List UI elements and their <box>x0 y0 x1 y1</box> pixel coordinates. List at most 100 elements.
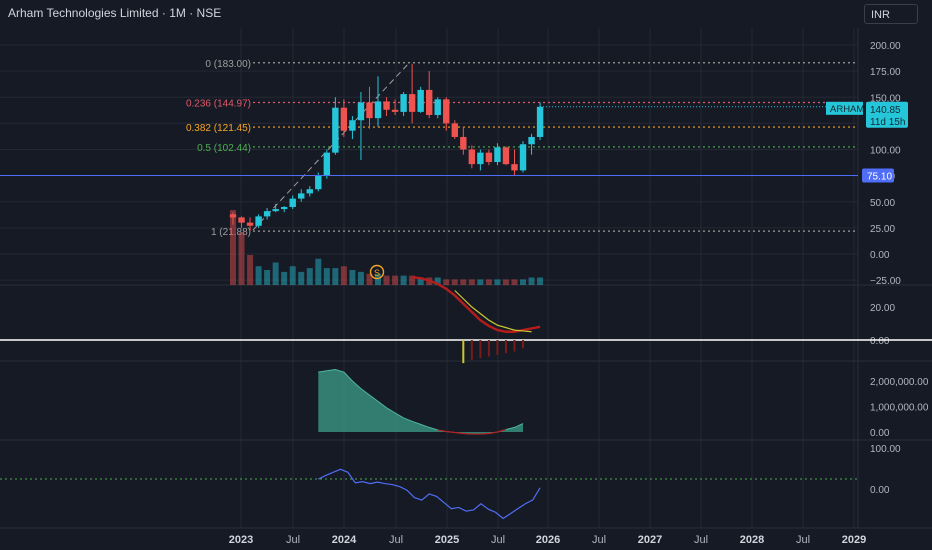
candle-body <box>280 206 288 210</box>
oscillator-histogram-bar <box>513 340 516 352</box>
candle-body <box>255 216 262 226</box>
volume-bar <box>238 232 245 285</box>
y-tick-label: 2,000,000.00 <box>870 377 929 388</box>
y-tick-label: 0.00 <box>870 250 890 261</box>
candle-body <box>315 175 322 190</box>
currency-selector[interactable]: INR <box>864 4 918 24</box>
candle-body <box>485 152 493 163</box>
volume-bar <box>502 279 509 285</box>
oscillator-histogram-bar <box>496 340 499 355</box>
candle-body <box>229 214 237 218</box>
x-tick-label: 2028 <box>740 534 764 546</box>
x-tick-label: Jul <box>592 534 606 546</box>
y-tick-label: 100.00 <box>870 444 901 455</box>
volume-bar <box>443 279 450 285</box>
fib-level-label: 0 (183.00) <box>205 59 251 70</box>
volume-bar <box>255 266 262 285</box>
candle-body <box>332 107 339 153</box>
oscillator-histogram-bar <box>479 340 482 359</box>
candle-body <box>528 136 535 145</box>
volume-bar <box>434 277 441 285</box>
x-tick-label: 2024 <box>332 534 357 546</box>
candle-body <box>536 106 544 137</box>
candle-body <box>298 193 305 199</box>
fib-level-label: 0.236 (144.97) <box>186 99 251 110</box>
volume-bar <box>315 258 322 285</box>
y-tick-label: 150.00 <box>870 93 901 104</box>
level-price-tag <box>862 168 894 183</box>
last-price-tag <box>866 101 908 128</box>
y-tick-label: −25.00 <box>870 276 901 287</box>
candle-body <box>374 101 382 119</box>
volume-bar <box>357 271 364 285</box>
volume-bar <box>323 268 330 285</box>
candle-body <box>357 102 365 121</box>
volume-bar <box>460 279 467 285</box>
volume-bar <box>400 275 407 285</box>
last-price-label: 140.85 <box>870 105 901 116</box>
volume-bar <box>349 270 356 285</box>
volume-bar <box>468 279 475 285</box>
volume-bar <box>264 270 271 285</box>
level-price-label: 75.10 <box>867 172 892 183</box>
x-tick-label: Jul <box>694 534 708 546</box>
candle-body <box>340 107 348 131</box>
oscillator-histogram-bar <box>462 340 465 364</box>
volume-bar <box>494 279 501 285</box>
candle-body <box>460 136 467 150</box>
volume-bar <box>511 279 518 285</box>
candle-body <box>238 217 245 223</box>
dividend-marker-label: S <box>374 268 380 278</box>
x-tick-label: Jul <box>491 534 505 546</box>
fib-level-label: 1 (21.88) <box>211 227 251 238</box>
trend-projection <box>252 61 411 231</box>
oscillator-fast-line <box>454 290 532 333</box>
volume-bar <box>289 266 296 285</box>
y-tick-label: 1,000,000.00 <box>870 403 929 414</box>
volume-bar <box>392 275 399 285</box>
x-tick-label: Jul <box>389 534 403 546</box>
candle-body <box>425 89 433 116</box>
dividend-marker <box>369 264 385 280</box>
y-tick-label: 200.00 <box>870 41 901 52</box>
x-tick-label: 2029 <box>842 534 866 546</box>
candle-body <box>477 152 484 165</box>
oscillator-histogram-bar <box>470 340 473 360</box>
countdown-label: 11d 15h <box>870 117 905 128</box>
volume-bar <box>528 277 535 285</box>
candle-body <box>434 99 441 116</box>
y-tick-label: 100.00 <box>870 146 901 157</box>
symbol-tag <box>826 101 863 115</box>
fib-level-label: 0.5 (102.44) <box>197 143 251 154</box>
volume-bar <box>477 279 484 285</box>
volume-bar <box>306 268 313 285</box>
area-negative-line <box>437 428 507 435</box>
y-tick-label: 175.00 <box>870 67 901 78</box>
candle-body <box>519 144 527 171</box>
x-tick-label: 2023 <box>229 534 253 546</box>
y-tick-label: 50.00 <box>870 198 895 209</box>
volume-bar <box>417 277 424 285</box>
candle-body <box>451 123 458 137</box>
volume-bar <box>298 271 305 285</box>
candle-body <box>289 198 296 207</box>
candle-body <box>306 189 313 194</box>
candle-body <box>400 94 407 112</box>
volume-bar <box>383 275 390 285</box>
candle-body <box>494 147 501 163</box>
y-tick-label: 20.00 <box>870 303 895 314</box>
volume-bar <box>281 271 288 285</box>
candle-body <box>383 101 390 110</box>
fib-level-label: 0.382 (121.45) <box>186 123 251 134</box>
candle-body <box>391 109 399 112</box>
oscillator-histogram-bar <box>504 340 507 354</box>
x-tick-label: Jul <box>796 534 810 546</box>
volume-bar <box>375 273 382 285</box>
volume-bar <box>247 255 254 285</box>
volume-bar <box>520 279 527 285</box>
y-tick-label: 25.00 <box>870 224 895 235</box>
candle-body <box>417 89 424 112</box>
volume-bar <box>366 273 373 285</box>
chart-title: Arham Technologies Limited · 1M · NSE <box>8 6 222 20</box>
